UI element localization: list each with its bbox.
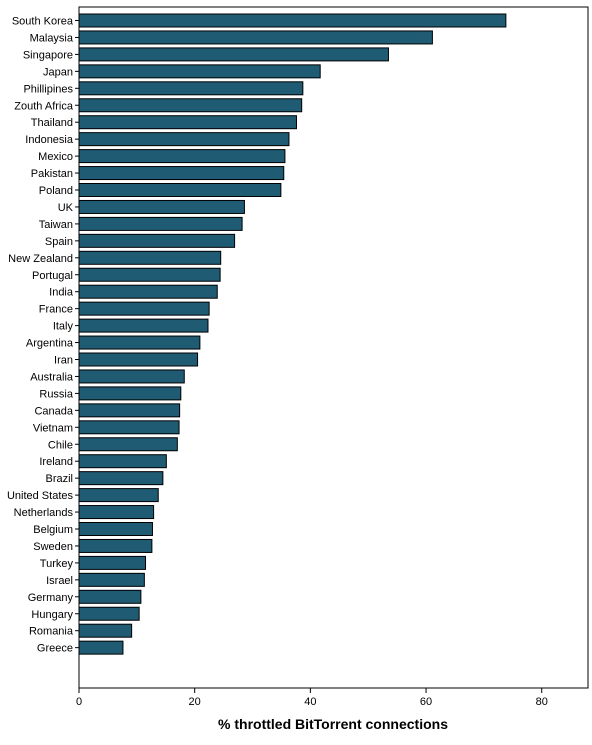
category-label: Ireland [39,456,73,468]
category-label: Canada [34,405,73,417]
category-label: Poland [39,185,73,197]
category-label: Malaysia [30,32,74,44]
category-label: Belgium [33,524,73,536]
bar-zouth-africa [78,98,303,113]
x-axis-ticks: 0 20 40 60 80 [76,688,548,708]
bar-malaysia [78,30,433,45]
bar-poland [78,183,282,197]
bar-belgium [78,522,153,536]
x-tick-label: 60 [420,696,432,708]
category-label: Phillipines [23,83,73,95]
category-label: Sweden [33,541,73,553]
category-label: Germany [28,592,74,604]
category-label: Italy [53,321,74,333]
category-label: Spain [45,236,73,248]
bar-france [78,301,210,316]
category-label: Vietnam [33,422,73,434]
x-tick-label: 40 [304,696,316,708]
bar-portugal [78,267,221,282]
bar-turkey [78,555,147,570]
category-label: Russia [39,388,74,400]
bar-south-korea [78,13,507,28]
bar-greece [78,640,124,655]
category-label: United States [7,490,74,502]
category-label: Singapore [23,49,73,61]
category-label: Taiwan [39,219,73,231]
bar-new-zealand [78,250,222,265]
bar-taiwan [78,216,243,231]
bar-brazil [78,471,164,486]
bar-netherlands [78,505,155,520]
bar-spain [78,233,236,248]
category-label: Thailand [31,117,73,129]
bar-mexico [78,149,286,164]
bar-israel [78,572,145,587]
x-axis-title: % throttled BitTorrent connections [218,716,448,732]
category-label: Hungary [31,609,73,621]
category-label: Romania [29,626,74,638]
bar-romania [78,623,133,638]
bar-japan [78,64,321,79]
bar-russia [78,386,182,401]
category-label: Portugal [32,270,73,282]
category-label: Japan [43,66,73,78]
category-label: UK [58,202,74,214]
bar-united-states [78,488,159,503]
category-label: Indonesia [25,134,74,146]
bars-group [78,13,507,655]
category-label: New Zealand [8,253,73,265]
x-tick-label: 80 [536,696,548,708]
bar-uk [78,199,245,214]
bar-canada [78,403,181,418]
x-tick-label: 0 [76,696,82,708]
bar-chile [78,437,178,452]
bar-sweden [78,538,153,553]
bar-thailand [78,115,297,130]
bar-iran [78,352,199,367]
category-label: Zouth Africa [14,100,74,112]
category-label: India [49,287,74,299]
category-label: South Korea [12,16,74,28]
category-label: Turkey [40,558,74,570]
category-label: Australia [30,371,74,383]
category-label: Israel [46,575,73,587]
category-label: France [39,304,73,316]
bar-italy [78,318,209,333]
bar-australia [78,369,185,384]
category-label: Argentina [26,338,74,350]
bar-hungary [78,606,140,621]
bar-india [78,284,218,299]
category-label: Iran [54,355,73,367]
category-label: Greece [37,643,73,655]
bar-argentina [78,335,201,350]
bar-indonesia [78,132,290,147]
bar-ireland [78,454,167,469]
category-label: Pakistan [31,168,73,180]
category-label: Chile [48,439,73,451]
category-labels: South Korea Malaysia Singapore Japan Phillip… [7,16,79,655]
category-label: Netherlands [14,507,74,519]
x-tick-label: 20 [189,696,201,708]
bar-vietnam [78,420,180,435]
category-label: Brazil [45,473,73,485]
bar-germany [78,589,142,604]
bar-phillipines [78,81,304,96]
bar-singapore [78,47,389,62]
bar-pakistan [78,166,285,181]
category-label: Mexico [38,151,73,163]
